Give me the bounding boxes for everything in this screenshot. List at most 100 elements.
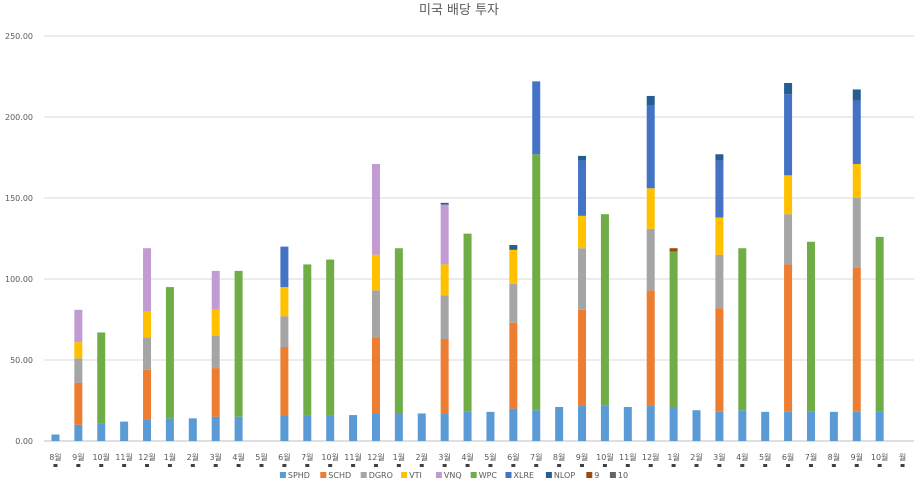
bar-segment [211,335,220,369]
x-tick-label: 10월 [596,452,614,462]
x-tick-label: 12월 [367,452,385,462]
x-tick-label: 7월 [301,452,313,462]
bar-segment [509,283,518,323]
x-tick-label: 2월 [187,452,199,462]
x-tick-marker [694,464,699,467]
bar-segment [646,188,655,229]
legend-label: SPHD [288,471,310,480]
bar-segment [234,270,243,417]
x-tick-marker [511,464,516,467]
bar-segment [669,251,678,407]
x-tick-marker [282,464,287,467]
bar-segment [394,248,403,414]
bar-segment [646,95,655,106]
bar-segment [578,405,587,441]
x-tick-marker [419,464,424,467]
legend-swatch [470,472,477,478]
bar-segment [463,233,472,412]
x-tick-label: 4월 [232,452,244,462]
x-tick-marker [99,464,104,467]
bar-segment [852,89,861,101]
bar-segment [715,217,724,255]
bar-segment [74,342,83,359]
bar-segment [143,369,152,420]
bar-segment [349,415,358,441]
y-tick-label: 150.00 [5,194,33,203]
x-tick-label: 3월 [713,452,725,462]
bar-segment [326,415,335,441]
x-tick-label: 1월 [393,452,405,462]
bar-segment [234,416,243,441]
y-tick-label: 50.00 [10,356,33,365]
bar-segment [784,214,793,265]
bar-segment [738,248,747,411]
x-tick-marker [808,464,813,467]
gridlines [44,35,914,442]
x-tick-marker [167,464,172,467]
bar-segment [669,406,678,441]
x-tick-label: 6월 [278,452,290,462]
bar-segment [578,248,587,310]
bar-segment [97,423,106,441]
bar-segment [646,105,655,189]
bar-segment [532,81,541,155]
legend-swatch [360,472,367,478]
bar-segment [143,311,152,338]
x-tick-label: 7월 [805,452,817,462]
bar-segment [852,411,861,441]
x-tick-label: 6월 [507,452,519,462]
bar-segment [280,316,289,348]
x-tick-label: 5월 [759,452,771,462]
x-tick-marker [900,464,905,467]
x-tick-marker [396,464,401,467]
x-tick-marker [145,464,150,467]
x-tick-label: 11월 [344,452,362,462]
bar-segment [875,411,884,441]
bar-segment [623,406,632,441]
x-tick-marker [305,464,310,467]
bar-segment [509,322,518,409]
x-axis-ticks: 8월 9월 10월 11월 12월 1월 2월 3월 4월 5월 6월 7월 10월 11월 12월 1월 2월… [49,452,906,467]
bar-segment [715,411,724,441]
bar-segment [440,202,449,205]
legend-label: XLRE [514,471,535,480]
bar-segment [784,82,793,95]
x-tick-label: 월 [899,452,906,462]
x-tick-label: 9월 [576,452,588,462]
x-tick-label: 3월 [438,452,450,462]
x-tick-marker [76,464,81,467]
bar-segment [715,160,724,218]
x-tick-marker [488,464,493,467]
chart-title: 미국 배당 투자 [419,3,499,18]
x-tick-label: 1월 [667,452,679,462]
bars [51,81,884,441]
bar-segment [784,94,793,176]
x-tick-label: 4월 [736,452,748,462]
x-tick-label: 4월 [461,452,473,462]
bar-segment [578,215,587,249]
bar-segment [532,410,541,441]
legend-label: VNQ [444,471,462,480]
bar-segment [646,228,655,291]
bar-segment [761,411,770,441]
bar-segment [600,214,609,406]
bar-segment [578,309,587,406]
x-tick-label: 11월 [619,452,637,462]
bar-segment [74,309,83,343]
bar-segment [532,154,541,411]
bar-segment [371,290,380,338]
bar-segment [669,248,678,252]
bar-segment [715,308,724,412]
bar-segment [509,244,518,250]
x-tick-label: 8월 [553,452,565,462]
bar-segment [578,155,587,161]
x-tick-label: 5월 [484,452,496,462]
x-tick-label: 6월 [782,452,794,462]
x-tick-label: 8월 [828,452,840,462]
x-tick-label: 12월 [642,452,660,462]
x-tick-label: 12월 [138,452,156,462]
bar-segment [51,434,60,441]
bar-segment [394,413,403,441]
legend-label: VTI [409,471,422,480]
legend-swatch [320,472,327,478]
